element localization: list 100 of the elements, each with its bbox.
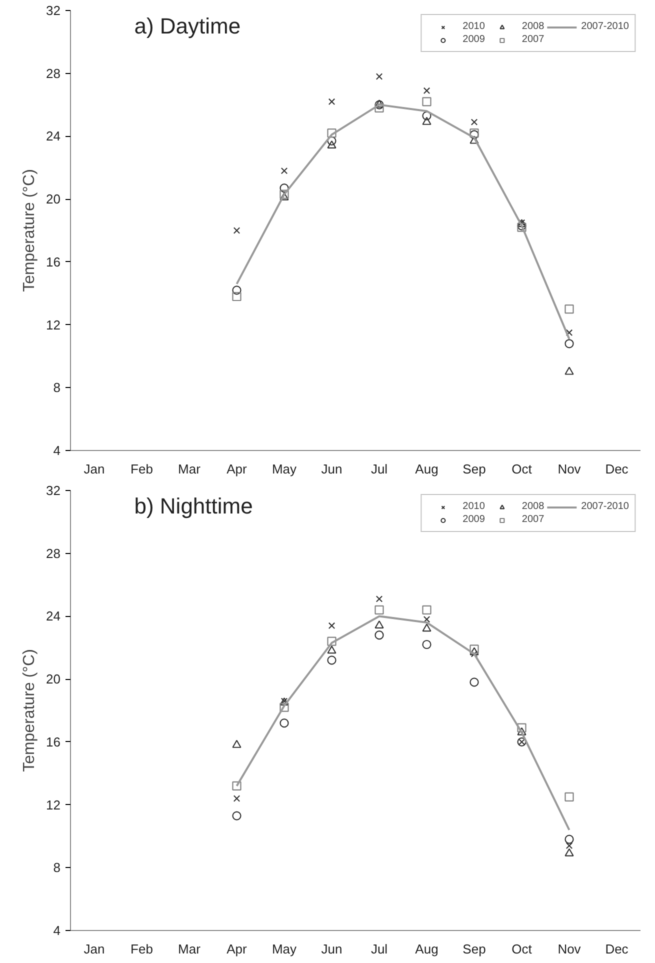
point [376,73,383,80]
y-tick-label: 12 [46,797,61,812]
legend-label: 2010 [462,21,485,32]
x-tick-label: Apr [226,462,248,476]
point [470,644,479,654]
point [470,678,479,687]
legend-label: 2009 [462,514,485,525]
point [422,97,432,106]
x-tick-label: Feb [130,462,153,476]
legend-label: 2009 [462,34,485,45]
y-tick-label: 28 [46,66,61,81]
x-tick-label: Jan [84,462,105,476]
x-tick-label: Nov [558,462,582,476]
point [422,640,432,650]
point [422,624,432,632]
y-tick-label: 8 [53,380,61,396]
y-tick-label: 32 [46,483,61,498]
point [327,646,336,654]
x-tick-label: Jun [321,462,342,476]
point [517,723,526,732]
point [328,98,336,106]
y-tick-label: 16 [46,734,61,750]
point [328,622,336,630]
x-tick-label: Nov [558,942,582,956]
point [517,727,526,736]
point [564,304,574,314]
x-tick-label: Dec [605,462,629,476]
y-tick-label: 20 [46,192,61,207]
point [280,718,289,728]
point [422,111,432,120]
x-tick-label: May [272,462,298,476]
point [327,128,336,138]
point [374,630,384,640]
point [423,616,430,623]
point [232,292,242,302]
point [423,87,430,94]
x-tick-label: Mar [178,462,202,476]
legend-label: 2007 [522,514,544,525]
point [327,636,336,646]
chart-title: a) Daytime [134,14,241,38]
x-tick-label: Oct [512,462,532,476]
x-tick-label: Oct [512,942,532,956]
point [280,702,289,712]
x-tick-label: Sep [462,942,486,956]
legend-label: 2008 [522,501,544,512]
x-tick-label: Apr [226,942,248,956]
y-tick-label: 4 [53,923,61,938]
x-tick-label: Mar [178,942,202,956]
point [327,656,336,665]
y-tick-label: 32 [46,3,61,18]
y-tick-label: 24 [46,128,61,144]
point [280,184,289,193]
y-tick-label: 20 [46,672,61,687]
y-tick-label: 4 [53,443,61,458]
point [566,329,573,336]
chart-title: b) Nighttime [134,494,253,518]
legend-label: 2010 [462,501,485,512]
y-tick-label: 16 [46,254,61,270]
x-tick-label: Sep [462,462,486,476]
point [232,740,242,748]
y-tick-label: 8 [53,860,61,876]
y-axis-title: Temperature (°C) [21,169,38,292]
x-tick-label: May [272,942,298,956]
point [422,605,432,614]
point [233,795,240,802]
point [233,227,240,234]
x-tick-label: Dec [605,942,629,956]
legend-label: 2008 [522,21,544,32]
x-tick-label: Jul [370,942,388,956]
point [374,620,384,628]
y-tick-label: 12 [46,317,61,332]
point [232,811,242,820]
point [232,286,242,295]
point [564,366,574,375]
x-tick-label: Aug [415,942,438,956]
point [564,339,574,348]
point [566,842,573,850]
x-tick-label: Jun [321,942,342,956]
point [470,118,478,126]
point [564,792,574,802]
x-tick-label: Jan [84,942,105,956]
point [374,103,384,112]
legend-label: 2007-2010 [581,21,629,32]
point [470,647,479,656]
legend-label: 2007-2010 [581,501,629,512]
y-tick-label: 24 [46,608,61,624]
point [422,116,432,125]
point [280,167,288,174]
y-tick-label: 28 [46,546,61,561]
legend-label: 2007 [522,34,544,45]
x-tick-label: Jul [370,462,388,476]
point [232,781,242,790]
y-axis-title: Temperature (°C) [21,649,38,772]
x-tick-label: Aug [415,462,438,476]
point [327,140,336,148]
point [470,136,479,144]
point [280,192,289,200]
point [564,834,574,844]
point [376,596,383,602]
point [280,190,289,199]
